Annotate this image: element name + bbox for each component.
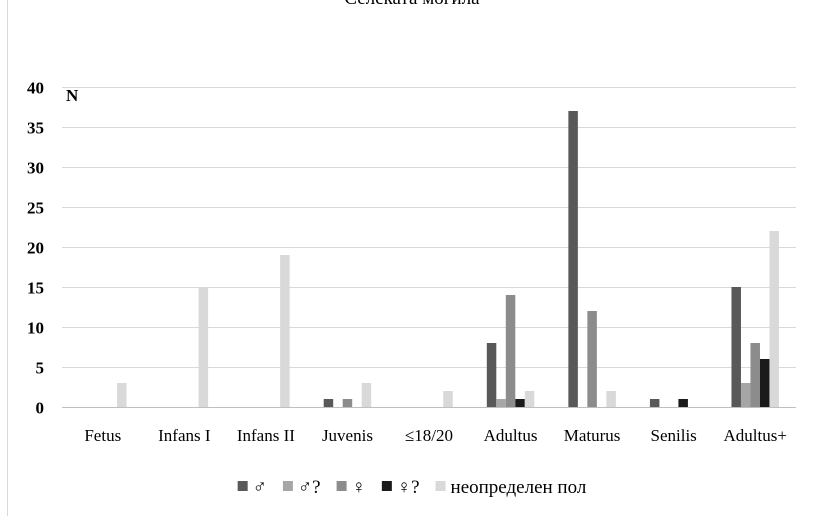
x-tick-label: Adultus (484, 426, 538, 445)
legend-swatch (237, 481, 248, 491)
x-tick-label: Senilis (651, 426, 697, 445)
bar (443, 391, 453, 407)
y-axis-label: N (66, 86, 79, 105)
bar (117, 383, 127, 407)
y-tick-label: 15 (27, 279, 44, 298)
y-tick-label: 25 (27, 199, 44, 218)
bar (750, 343, 760, 407)
y-tick-label: 40 (27, 79, 44, 98)
legend-label: ♂? (298, 477, 321, 498)
y-tick-label: 35 (27, 119, 44, 138)
x-tick-label: Infans II (237, 426, 295, 445)
x-tick-label: Fetus (84, 426, 121, 445)
legend-swatch (435, 481, 446, 491)
bar (486, 343, 497, 407)
bar (606, 391, 616, 407)
bars (117, 111, 779, 407)
bar (769, 231, 779, 407)
legend-label: ♀? (397, 477, 420, 498)
bar (587, 311, 597, 407)
x-tick-label: Infans I (158, 426, 211, 445)
x-tick-label: Juvenis (322, 426, 373, 445)
x-tick-label: Adultus+ (724, 426, 787, 445)
bar (198, 287, 209, 407)
y-tick-label: 5 (36, 359, 45, 378)
legend: ♂ ♂? ♀ ♀? неопределен пол (237, 477, 587, 498)
bar (678, 399, 688, 407)
y-tick-label: 10 (27, 319, 44, 338)
legend-label: неопределен пол (451, 477, 587, 498)
y-tick-label: 0 (36, 399, 45, 418)
bar (361, 383, 372, 407)
bar (515, 399, 525, 407)
y-tick-label: 20 (27, 239, 44, 258)
legend-label: ♀ (352, 477, 366, 498)
bar (759, 359, 770, 407)
bar (740, 383, 751, 407)
x-tick-labels: Fetus Infans I Infans II Juvenis ≤18/20 Adult… (84, 426, 787, 445)
bar (649, 399, 660, 407)
bar (323, 399, 334, 407)
legend-label: ♂ (253, 477, 267, 498)
bar (568, 111, 578, 407)
legend-swatch (381, 481, 392, 491)
grid-layer (62, 87, 796, 408)
bar (731, 287, 741, 407)
y-tick-labels: 0 5 10 15 20 25 30 35 40 (27, 79, 44, 418)
bar (496, 399, 506, 407)
legend-swatch (282, 481, 293, 491)
chart-title: Селската могила (344, 0, 480, 9)
legend-swatch (336, 481, 347, 491)
bar (342, 399, 353, 407)
x-tick-label: ≤18/20 (405, 426, 453, 445)
y-tick-label: 30 (27, 159, 44, 178)
bar (280, 255, 290, 407)
x-tick-label: Maturus (564, 426, 621, 445)
bar (524, 391, 535, 407)
bar (505, 295, 516, 407)
